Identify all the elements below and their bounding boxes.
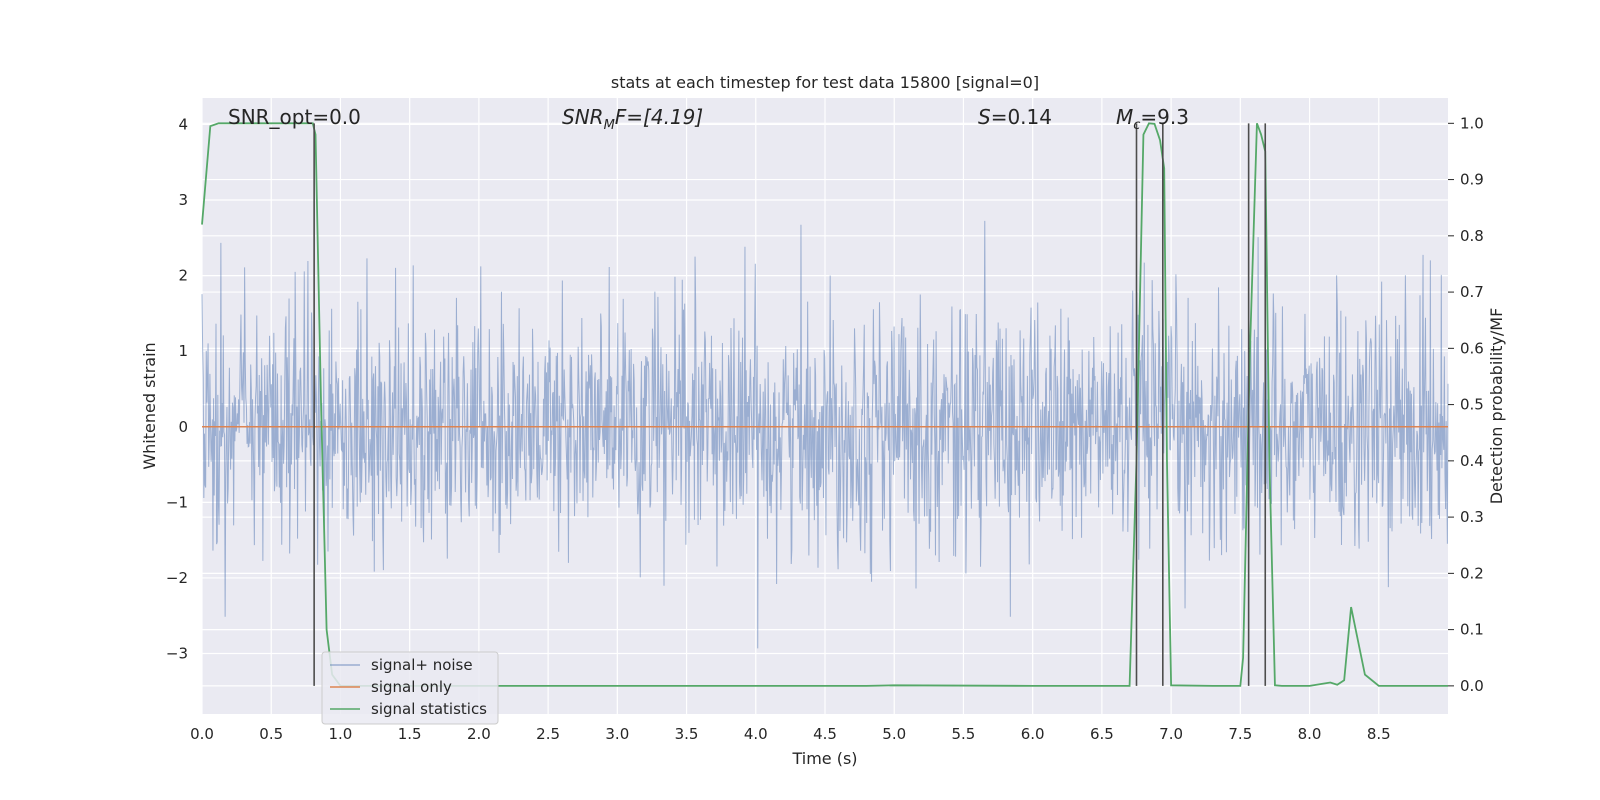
- annotation-snr-mf-value: F=[4.19]: [615, 105, 703, 129]
- y-right-tick-label: 0.8: [1460, 227, 1484, 245]
- y-axis-left-label: Whitened strain: [140, 342, 159, 469]
- annotation-snr-mf: SNRMF=[4.19]: [562, 105, 703, 133]
- y-right-tick-label: 0.4: [1460, 452, 1484, 470]
- legend-label-signal-statistics: signal statistics: [371, 700, 487, 718]
- x-axis-label: Time (s): [791, 749, 857, 768]
- y-right-tick-label: 0.5: [1460, 396, 1484, 414]
- x-tick-label: 5.0: [882, 725, 906, 743]
- x-tick-label: 1.5: [398, 725, 422, 743]
- x-tick-label: 8.0: [1298, 725, 1322, 743]
- x-tick-label: 5.5: [952, 725, 976, 743]
- annotation-mc: Mc=9.3: [1116, 105, 1189, 133]
- legend: signal+ noise signal only signal statist…: [321, 651, 499, 725]
- x-tick-label: 6.0: [1021, 725, 1045, 743]
- x-tick-label: 4.5: [813, 725, 837, 743]
- y-right-tick-label: 1.0: [1460, 114, 1484, 132]
- legend-box: [321, 651, 499, 725]
- y-left-tick-label: 0: [178, 418, 188, 436]
- y-left-tick-label: 2: [178, 267, 188, 285]
- y-left-tick-label: −3: [166, 645, 188, 663]
- x-tick-label: 4.0: [744, 725, 768, 743]
- y-right-tick-label: 0.0: [1460, 677, 1484, 695]
- signal-noise-line: [201, 220, 1449, 649]
- legend-label-signal-only: signal only: [371, 678, 452, 696]
- x-tick-label: 7.0: [1159, 725, 1183, 743]
- y-left-tick-label: 3: [178, 191, 188, 209]
- annotation-snr-opt: SNR_opt=0.0: [228, 105, 361, 129]
- annotation-s-stat-value: =0.14: [991, 105, 1052, 129]
- x-tick-label: 0.5: [259, 725, 283, 743]
- annotation-mc-value: =9.3: [1140, 105, 1189, 129]
- y-right-tick-label: 0.3: [1460, 508, 1484, 526]
- series-signal-noise: [201, 220, 1449, 649]
- x-tick-label: 2.5: [536, 725, 560, 743]
- vertical-markers: [313, 123, 1267, 686]
- signal-statistics-line: [201, 122, 1448, 687]
- y-right-tick-label: 0.7: [1460, 283, 1484, 301]
- y-left-tick-label: −2: [166, 569, 188, 587]
- y-right-tick-label: 0.6: [1460, 339, 1484, 357]
- x-tick-label: 1.0: [329, 725, 353, 743]
- y-right-tick-label: 0.2: [1460, 564, 1484, 582]
- x-axis: 0.0 0.5 1.0 1.5 2.0 2.5 3.0 3.5 4.0 4.5 5.0 5.5 6.0 6…: [190, 725, 1391, 743]
- x-tick-label: 3.5: [675, 725, 699, 743]
- y-right-tick-label: 0.1: [1460, 621, 1484, 639]
- x-tick-label: 0.0: [190, 725, 214, 743]
- x-tick-label: 7.5: [1228, 725, 1252, 743]
- x-tick-label: 3.0: [605, 725, 629, 743]
- x-tick-label: 2.0: [467, 725, 491, 743]
- y-right-tick-label: 0.9: [1460, 171, 1484, 189]
- x-tick-label: 8.5: [1367, 725, 1391, 743]
- y-axis-left: −3 −2 −1 0 1 2 3 4: [166, 115, 188, 662]
- annotation-s-stat: S=0.14: [978, 105, 1052, 129]
- y-axis-right: 0.0 0.1 0.2 0.3 0.4 0.5 0.6 0.7 0.8 0.9 1.0: [1448, 114, 1484, 695]
- y-left-tick-label: −1: [166, 493, 188, 511]
- y-left-tick-label: 1: [178, 342, 188, 360]
- chart-title: stats at each timestep for test data 158…: [611, 73, 1039, 92]
- legend-label-signal-noise: signal+ noise: [371, 656, 473, 674]
- series-signal-statistics: [201, 122, 1448, 687]
- x-tick-label: 6.5: [1090, 725, 1114, 743]
- y-axis-right-label: Detection probability/MF: [1487, 308, 1506, 505]
- y-left-tick-label: 4: [178, 115, 188, 133]
